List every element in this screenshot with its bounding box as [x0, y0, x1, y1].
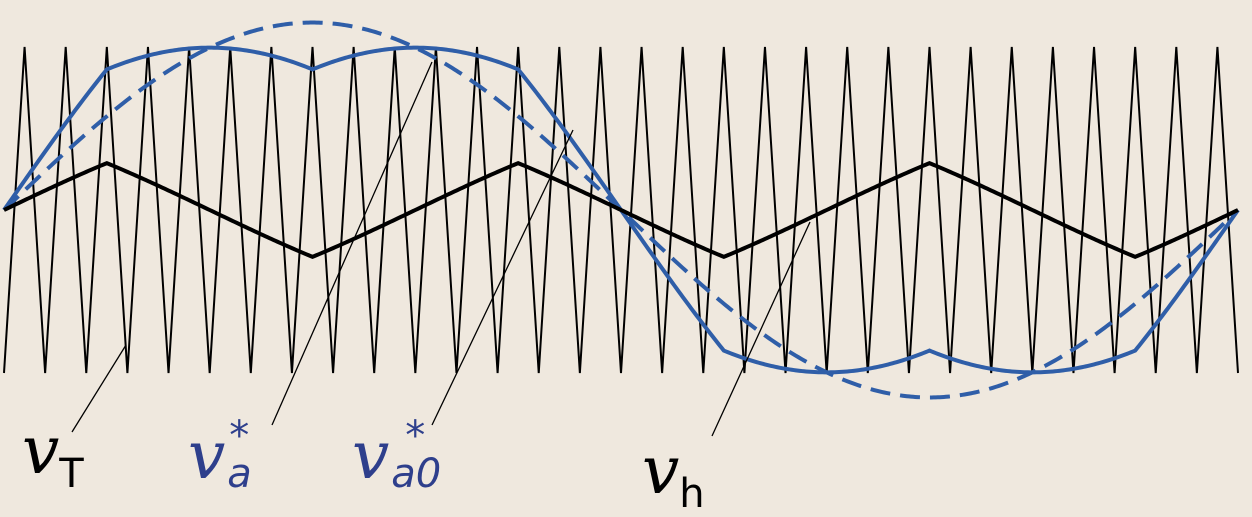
- leader-v-t: [71, 344, 127, 433]
- label-v-h-main: v: [642, 432, 680, 509]
- label-v-t-sub: T: [59, 451, 84, 497]
- label-v-a-main: v: [188, 417, 226, 494]
- leader-v-h: [711, 221, 811, 437]
- reference-layer: [2, 20, 1240, 400]
- leader-v-a0: [431, 129, 574, 426]
- label-v-t-main: v: [22, 412, 60, 489]
- label-v-a-sub: a: [227, 451, 252, 497]
- harmonic-triangle-thick: [3, 160, 1239, 260]
- label-v-a0-sub: a0: [391, 451, 442, 497]
- label-v-a-star: v * a: [188, 413, 265, 494]
- label-v-a-sup: *: [229, 413, 250, 459]
- label-v-a0-sup: *: [405, 413, 426, 459]
- label-v-a0-star: v * a0: [352, 413, 459, 494]
- label-v-a0-main: v: [352, 417, 390, 494]
- label-v-t: vT: [22, 418, 84, 495]
- leader-v-a: [271, 61, 433, 426]
- label-v-h-sub: h: [679, 471, 705, 517]
- label-v-h: vh: [642, 438, 705, 515]
- leader-lines: [71, 61, 811, 437]
